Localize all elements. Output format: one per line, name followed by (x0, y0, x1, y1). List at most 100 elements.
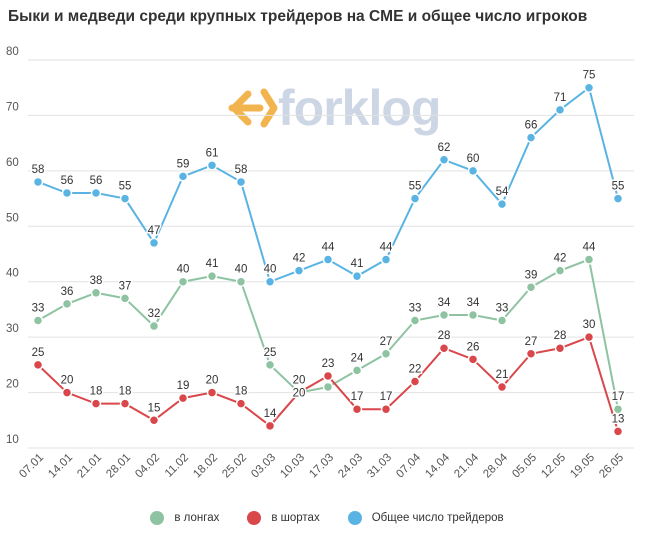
x-tick-label: 25.02 (220, 452, 249, 481)
data-point (351, 403, 363, 415)
data-label: 27 (380, 336, 393, 348)
data-point (583, 82, 595, 93)
data-point (496, 381, 508, 393)
data-label: 38 (90, 275, 103, 287)
legend: в лонгах в шортах Общее число трейдеров (0, 511, 654, 525)
data-point (612, 193, 624, 204)
data-point (61, 187, 73, 199)
legend-item-shorts: в шортах (247, 511, 320, 525)
data-point (583, 254, 595, 265)
x-tick-label: 05.05 (510, 452, 539, 481)
data-label: 44 (583, 242, 596, 254)
data-label: 36 (61, 286, 74, 298)
data-label: 18 (235, 386, 248, 398)
data-label: 55 (612, 181, 625, 193)
x-tick-label: 07.04 (394, 451, 423, 480)
data-label: 58 (32, 164, 45, 176)
data-label: 22 (409, 363, 422, 375)
data-point (264, 359, 276, 371)
data-label: 18 (119, 386, 132, 398)
data-label: 17 (380, 391, 393, 403)
data-point (380, 254, 392, 265)
data-point (61, 298, 73, 310)
x-tick-label: 24.03 (336, 452, 365, 481)
legend-label-longs: в лонгах (174, 512, 220, 524)
data-label: 40 (235, 264, 248, 276)
y-tick-label: 20 (6, 379, 19, 391)
data-label: 55 (119, 181, 132, 193)
data-label: 56 (90, 175, 103, 187)
data-label: 25 (32, 347, 45, 359)
data-label: 39 (525, 269, 538, 281)
data-label: 55 (409, 181, 422, 193)
data-label: 41 (351, 258, 364, 270)
data-point (409, 193, 421, 204)
data-label: 17 (612, 391, 625, 403)
data-point (119, 398, 131, 409)
y-tick-label: 80 (6, 46, 19, 58)
legend-item-total: Общее число трейдеров (347, 511, 504, 525)
x-tick-label: 28.04 (481, 451, 510, 480)
data-label: 15 (148, 402, 161, 414)
chart-title: Быки и медведи среди крупных трейдеров н… (8, 8, 588, 25)
data-label: 13 (612, 413, 625, 425)
data-point (206, 160, 218, 171)
y-tick-label: 30 (6, 323, 19, 335)
data-point (583, 331, 595, 343)
legend-label-shorts: в шортах (271, 512, 320, 524)
legend-label-total: Общее число трейдеров (371, 512, 504, 524)
data-label: 59 (177, 158, 190, 170)
data-label: 61 (206, 147, 219, 159)
data-point (119, 193, 131, 204)
data-point (32, 315, 44, 326)
data-point (409, 376, 421, 387)
data-point (206, 270, 218, 282)
y-tick-label: 10 (6, 434, 19, 446)
data-point (525, 348, 537, 360)
data-label: 42 (293, 253, 306, 265)
data-label: 37 (119, 280, 132, 292)
y-tick-label: 60 (6, 157, 19, 169)
data-label: 56 (61, 175, 74, 187)
data-point (438, 309, 450, 321)
data-point (612, 426, 624, 437)
data-point (148, 237, 160, 249)
data-point (148, 320, 160, 332)
data-label: 19 (177, 380, 190, 392)
data-point (206, 387, 218, 398)
data-label: 24 (351, 352, 364, 364)
data-point (322, 370, 334, 382)
x-tick-label: 11.02 (163, 452, 191, 480)
data-point (380, 403, 392, 415)
x-tick-label: 21.04 (452, 451, 481, 480)
data-label: 71 (554, 92, 567, 104)
data-label: 20 (293, 388, 306, 400)
data-label: 47 (148, 225, 161, 237)
data-point (525, 282, 537, 293)
data-point (525, 132, 537, 143)
legend-item-longs: в лонгах (150, 511, 219, 525)
data-point (90, 398, 102, 409)
x-tick-label: 14.01 (46, 452, 75, 481)
data-point (293, 265, 305, 276)
x-tick-label: 18.02 (191, 452, 220, 481)
data-point (32, 176, 44, 188)
data-label: 34 (438, 297, 451, 309)
data-point (293, 387, 305, 398)
x-tick-label: 26.05 (597, 452, 626, 481)
data-label: 32 (148, 308, 161, 320)
x-tick-label: 28.01 (104, 452, 133, 481)
x-tick-label: 10.03 (278, 452, 307, 481)
data-point (554, 342, 566, 354)
data-point (235, 276, 247, 287)
data-point (177, 171, 189, 182)
data-point (351, 270, 363, 282)
data-label: 44 (322, 242, 335, 254)
data-label: 21 (496, 369, 509, 381)
data-label: 33 (496, 303, 509, 315)
data-point (322, 381, 334, 393)
data-label: 54 (496, 186, 509, 198)
data-label: 30 (583, 319, 596, 331)
data-point (467, 165, 479, 177)
logo-text: forklog (278, 80, 441, 136)
